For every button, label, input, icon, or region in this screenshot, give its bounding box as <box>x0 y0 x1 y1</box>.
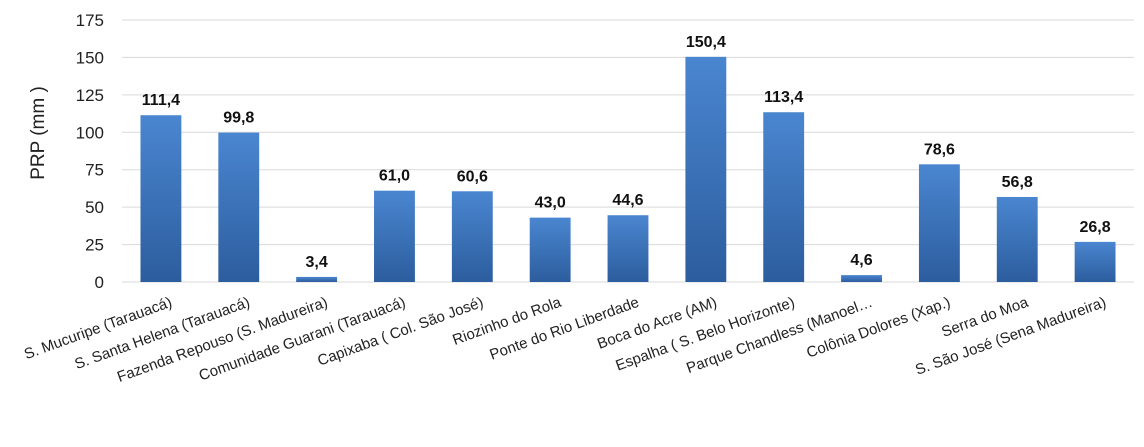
bar <box>1075 242 1116 282</box>
y-axis-title: PRP (mm ) <box>28 86 49 180</box>
y-tick-label: 50 <box>85 198 104 217</box>
data-label: 26,8 <box>1080 219 1111 236</box>
data-label: 44,6 <box>612 192 643 209</box>
data-label: 56,8 <box>1002 174 1033 191</box>
x-category-label: Colônia Dolores (Xap.) <box>804 294 952 362</box>
data-label: 111,4 <box>142 92 180 109</box>
y-tick-label: 100 <box>76 123 104 142</box>
data-label: 3,4 <box>305 254 327 271</box>
y-axis-tick-labels: 0 25 50 75 100 125 150 175 <box>76 11 104 292</box>
y-tick-label: 75 <box>85 161 104 180</box>
data-label: 150,4 <box>686 34 726 51</box>
bar <box>452 191 493 282</box>
data-label: 99,8 <box>223 110 254 127</box>
bar <box>296 277 337 282</box>
y-tick-label: 25 <box>85 236 104 255</box>
y-tick-label: 175 <box>76 11 104 30</box>
bar <box>841 275 882 282</box>
bar <box>685 57 726 282</box>
y-tick-label: 0 <box>95 273 104 292</box>
bar <box>608 215 649 282</box>
data-label: 4,6 <box>850 252 872 269</box>
bar <box>374 191 415 282</box>
data-label: 60,6 <box>457 168 488 185</box>
bar <box>763 112 804 282</box>
data-label: 78,6 <box>924 141 955 158</box>
x-axis-category-labels: S. Mucuripe (Tarauacá)S. Santa Helena (T… <box>22 294 1108 386</box>
bar <box>218 133 259 282</box>
data-label: 61,0 <box>379 168 410 185</box>
data-label: 43,0 <box>535 195 566 212</box>
y-tick-label: 150 <box>76 48 104 67</box>
bar <box>997 197 1038 282</box>
y-tick-label: 125 <box>76 86 104 105</box>
bar <box>530 218 571 282</box>
data-label: 113,4 <box>764 89 803 106</box>
bar <box>919 164 960 282</box>
bar <box>140 115 181 282</box>
